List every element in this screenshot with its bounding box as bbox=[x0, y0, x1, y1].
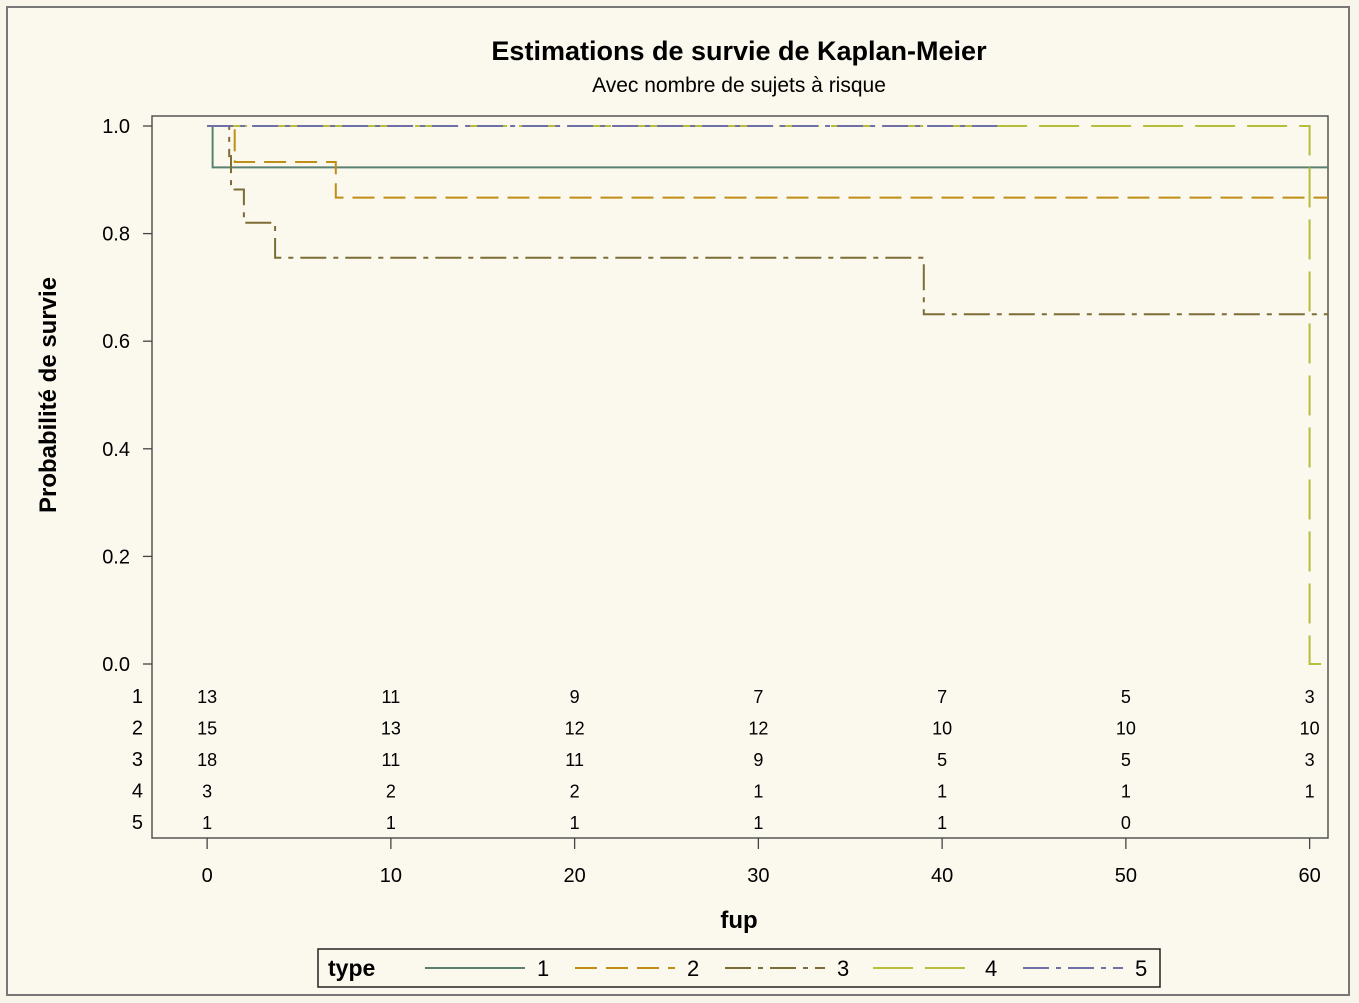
at-risk-count: 0 bbox=[1121, 813, 1131, 833]
legend-label-type-5: 5 bbox=[1135, 956, 1147, 981]
at-risk-row-label: 2 bbox=[132, 718, 143, 740]
y-tick-label: 0.4 bbox=[102, 439, 130, 461]
legend-title: type bbox=[328, 955, 375, 981]
at-risk-count: 10 bbox=[932, 719, 952, 739]
at-risk-count: 5 bbox=[937, 750, 947, 770]
at-risk-count: 7 bbox=[753, 687, 763, 707]
x-tick-label: 40 bbox=[931, 865, 953, 887]
survival-curve-type-1 bbox=[207, 126, 1328, 167]
x-tick-label: 60 bbox=[1299, 865, 1321, 887]
at-risk-row-label: 3 bbox=[132, 749, 143, 771]
x-axis-label: fup bbox=[720, 907, 757, 934]
survival-curves bbox=[207, 126, 1328, 664]
at-risk-count: 1 bbox=[753, 813, 763, 833]
chart-title: Estimations de survie de Kaplan-Meier bbox=[491, 36, 987, 66]
at-risk-count: 3 bbox=[202, 782, 212, 802]
at-risk-count: 18 bbox=[197, 750, 217, 770]
at-risk-count: 9 bbox=[570, 687, 580, 707]
y-tick-label: 1.0 bbox=[102, 116, 130, 138]
x-tick-label: 20 bbox=[564, 865, 586, 887]
at-risk-count: 1 bbox=[1305, 782, 1315, 802]
legend-label-type-4: 4 bbox=[985, 956, 997, 981]
plot-area bbox=[152, 116, 1328, 838]
at-risk-count: 11 bbox=[565, 750, 584, 770]
at-risk-count: 1 bbox=[202, 813, 212, 833]
legend-label-type-3: 3 bbox=[837, 956, 849, 981]
at-risk-count: 2 bbox=[570, 782, 580, 802]
at-risk-count: 11 bbox=[382, 750, 401, 770]
at-risk-count: 1 bbox=[937, 813, 947, 833]
at-risk-count: 1 bbox=[1121, 782, 1131, 802]
at-risk-count: 1 bbox=[386, 813, 396, 833]
at-risk-count: 10 bbox=[1300, 719, 1320, 739]
y-tick-label: 0.6 bbox=[102, 331, 130, 353]
at-risk-count: 15 bbox=[197, 719, 217, 739]
at-risk-count: 1 bbox=[937, 782, 947, 802]
x-axis: 0 10 20 30 40 50 60 bbox=[202, 838, 1321, 887]
at-risk-count: 3 bbox=[1305, 687, 1315, 707]
legend: type 1 2 3 4 5 bbox=[318, 949, 1160, 987]
at-risk-count: 12 bbox=[748, 719, 768, 739]
survival-curve-type-3 bbox=[207, 126, 1328, 314]
at-risk-row-label: 4 bbox=[132, 781, 143, 803]
at-risk-row-label: 1 bbox=[132, 686, 143, 708]
y-axis: 0.0 0.2 0.4 0.6 0.8 1.0 bbox=[102, 116, 152, 676]
x-tick-label: 50 bbox=[1115, 865, 1137, 887]
at-risk-count: 9 bbox=[753, 750, 763, 770]
x-tick-label: 0 bbox=[202, 865, 213, 887]
at-risk-count: 5 bbox=[1121, 750, 1131, 770]
at-risk-count: 13 bbox=[197, 687, 217, 707]
at-risk-table: 1 13 11 9 7 7 5 32 15 13 12 12 10 10 103 18 11 11 9 5 5 34 3 2 2… bbox=[132, 686, 1320, 834]
at-risk-count: 12 bbox=[565, 719, 585, 739]
y-tick-label: 0.2 bbox=[102, 546, 130, 568]
at-risk-count: 10 bbox=[1116, 719, 1136, 739]
at-risk-count: 13 bbox=[381, 719, 401, 739]
at-risk-count: 3 bbox=[1305, 750, 1315, 770]
at-risk-count: 7 bbox=[937, 687, 947, 707]
survival-curve-type-2 bbox=[207, 126, 1328, 198]
y-axis-label: Probabilité de survie bbox=[35, 277, 62, 513]
at-risk-count: 1 bbox=[753, 782, 763, 802]
at-risk-count: 5 bbox=[1121, 687, 1131, 707]
at-risk-count: 1 bbox=[570, 813, 580, 833]
x-tick-label: 30 bbox=[747, 865, 769, 887]
legend-label-type-1: 1 bbox=[537, 956, 549, 981]
at-risk-row-label: 5 bbox=[132, 812, 143, 834]
survival-curve-type-4 bbox=[207, 126, 1328, 664]
x-tick-label: 10 bbox=[380, 865, 402, 887]
y-tick-label: 0.0 bbox=[102, 654, 130, 676]
at-risk-count: 2 bbox=[386, 782, 396, 802]
y-tick-label: 0.8 bbox=[102, 224, 130, 246]
chart-subtitle: Avec nombre de sujets à risque bbox=[592, 74, 886, 97]
legend-label-type-2: 2 bbox=[687, 956, 699, 981]
at-risk-count: 11 bbox=[382, 687, 401, 707]
